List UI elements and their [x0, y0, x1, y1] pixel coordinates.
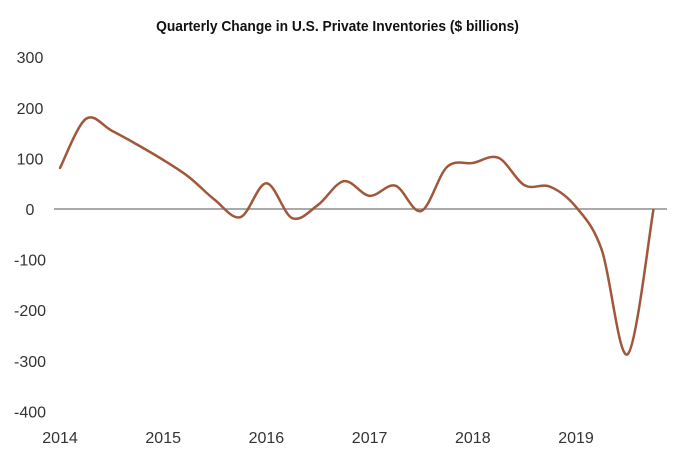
x-tick-label: 2016: [249, 430, 285, 447]
x-tick-label: 2014: [42, 430, 78, 447]
x-tick-label: 2017: [352, 430, 388, 447]
x-tick-label: 2019: [558, 430, 594, 447]
data-point: [574, 205, 578, 209]
data-point: [58, 166, 62, 170]
y-tick-label: -200: [14, 303, 46, 320]
data-point: [187, 175, 191, 179]
data-point: [652, 208, 655, 212]
data-point: [213, 198, 216, 202]
y-tick-label: -100: [14, 253, 46, 270]
series-line: [58, 116, 655, 356]
x-tick-label: 2015: [145, 430, 181, 447]
y-tick-label: 200: [17, 101, 44, 118]
y-tick-label: -400: [14, 404, 46, 421]
data-point: [420, 209, 423, 213]
data-point: [368, 194, 371, 198]
y-tick-label: 100: [17, 151, 44, 168]
data-point: [523, 184, 526, 187]
data-point: [316, 203, 320, 207]
data-point: [162, 158, 165, 162]
data-point: [84, 117, 88, 121]
data-point: [549, 185, 552, 188]
data-point: [600, 248, 603, 252]
data-point: [110, 129, 113, 132]
chart-title: Quarterly Change in U.S. Private Invento…: [156, 18, 519, 35]
data-point: [471, 161, 474, 165]
data-point: [342, 179, 345, 183]
y-tick-label: -300: [14, 354, 46, 371]
data-point: [394, 184, 397, 187]
data-point: [265, 181, 268, 185]
y-tick-label: 300: [17, 50, 44, 67]
x-tick-label: 2018: [455, 430, 491, 447]
y-tick-label: 0: [26, 202, 35, 219]
data-point: [626, 353, 629, 356]
data-point: [445, 165, 449, 169]
data-point: [239, 215, 242, 219]
data-point: [136, 143, 139, 146]
data-point: [497, 156, 500, 160]
data-point: [291, 216, 294, 220]
